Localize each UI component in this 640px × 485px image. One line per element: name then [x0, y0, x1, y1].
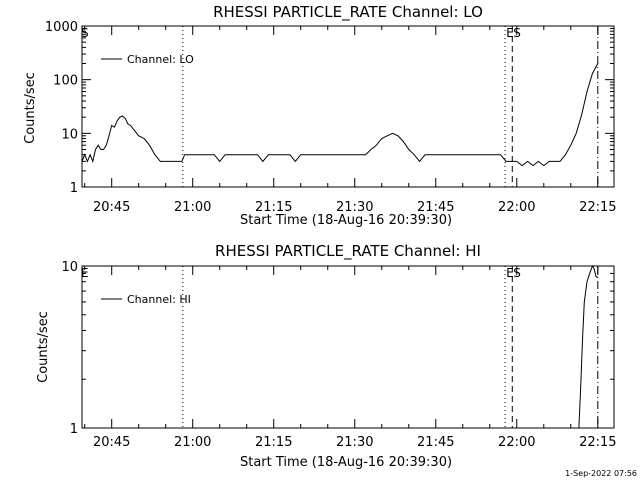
x-tick-label-hi: 21:30 [336, 435, 373, 450]
event-marker-label-lo: S [513, 26, 521, 40]
y-tick-label-lo: 10 [61, 127, 78, 142]
legend-label-lo: Channel: LO [127, 53, 194, 66]
x-tick-label-lo: 21:45 [417, 200, 454, 215]
chart-title-lo: RHESSI PARTICLE_RATE Channel: LO [213, 3, 483, 22]
plot-frame-hi [81, 265, 615, 429]
event-marker-label-hi: E [506, 266, 514, 280]
legend-label-hi: Channel: HI [127, 293, 191, 306]
x-tick-label-lo: 21:15 [255, 200, 292, 215]
x-tick-label-lo: 21:30 [336, 200, 373, 215]
chart-title-hi: RHESSI PARTICLE_RATE Channel: HI [215, 242, 481, 261]
plot-timestamp: 1-Sep-2022 07:56 [565, 469, 637, 478]
x-tick-label-hi: 21:45 [417, 435, 454, 450]
x-tick-label-hi: 22:15 [579, 435, 616, 450]
series-line-hi [578, 264, 599, 429]
x-axis-label-hi: Start Time (18-Aug-16 20:39:30) [240, 455, 452, 470]
x-tick-label-hi: 22:00 [498, 435, 535, 450]
event-marker-label-hi: S [513, 266, 521, 280]
x-tick-label-lo: 20:45 [93, 200, 130, 215]
event-marker-label-lo: E [506, 26, 514, 40]
x-tick-label-lo: 22:00 [498, 200, 535, 215]
y-tick-label-lo: 1000 [45, 20, 78, 35]
x-tick-label-lo: 21:00 [174, 200, 211, 215]
y-axis-label-lo: Counts/sec [23, 72, 38, 144]
y-tick-label-hi: 10 [61, 260, 78, 275]
x-tick-label-lo: 22:15 [579, 200, 616, 215]
x-axis-label-lo: Start Time (18-Aug-16 20:39:30) [240, 213, 452, 228]
y-tick-label-lo: 100 [53, 74, 78, 89]
x-tick-label-hi: 21:00 [174, 435, 211, 450]
series-line-lo [81, 63, 599, 167]
event-marker-label-lo: S [81, 26, 89, 40]
y-tick-label-hi: 1 [70, 422, 78, 437]
x-tick-label-hi: 21:15 [255, 435, 292, 450]
y-axis-label-hi: Counts/sec [36, 311, 51, 383]
plot-frame-lo [81, 25, 615, 188]
event-marker-label-hi: E [81, 266, 89, 280]
y-tick-label-lo: 1 [70, 181, 78, 196]
x-tick-label-hi: 20:45 [93, 435, 130, 450]
